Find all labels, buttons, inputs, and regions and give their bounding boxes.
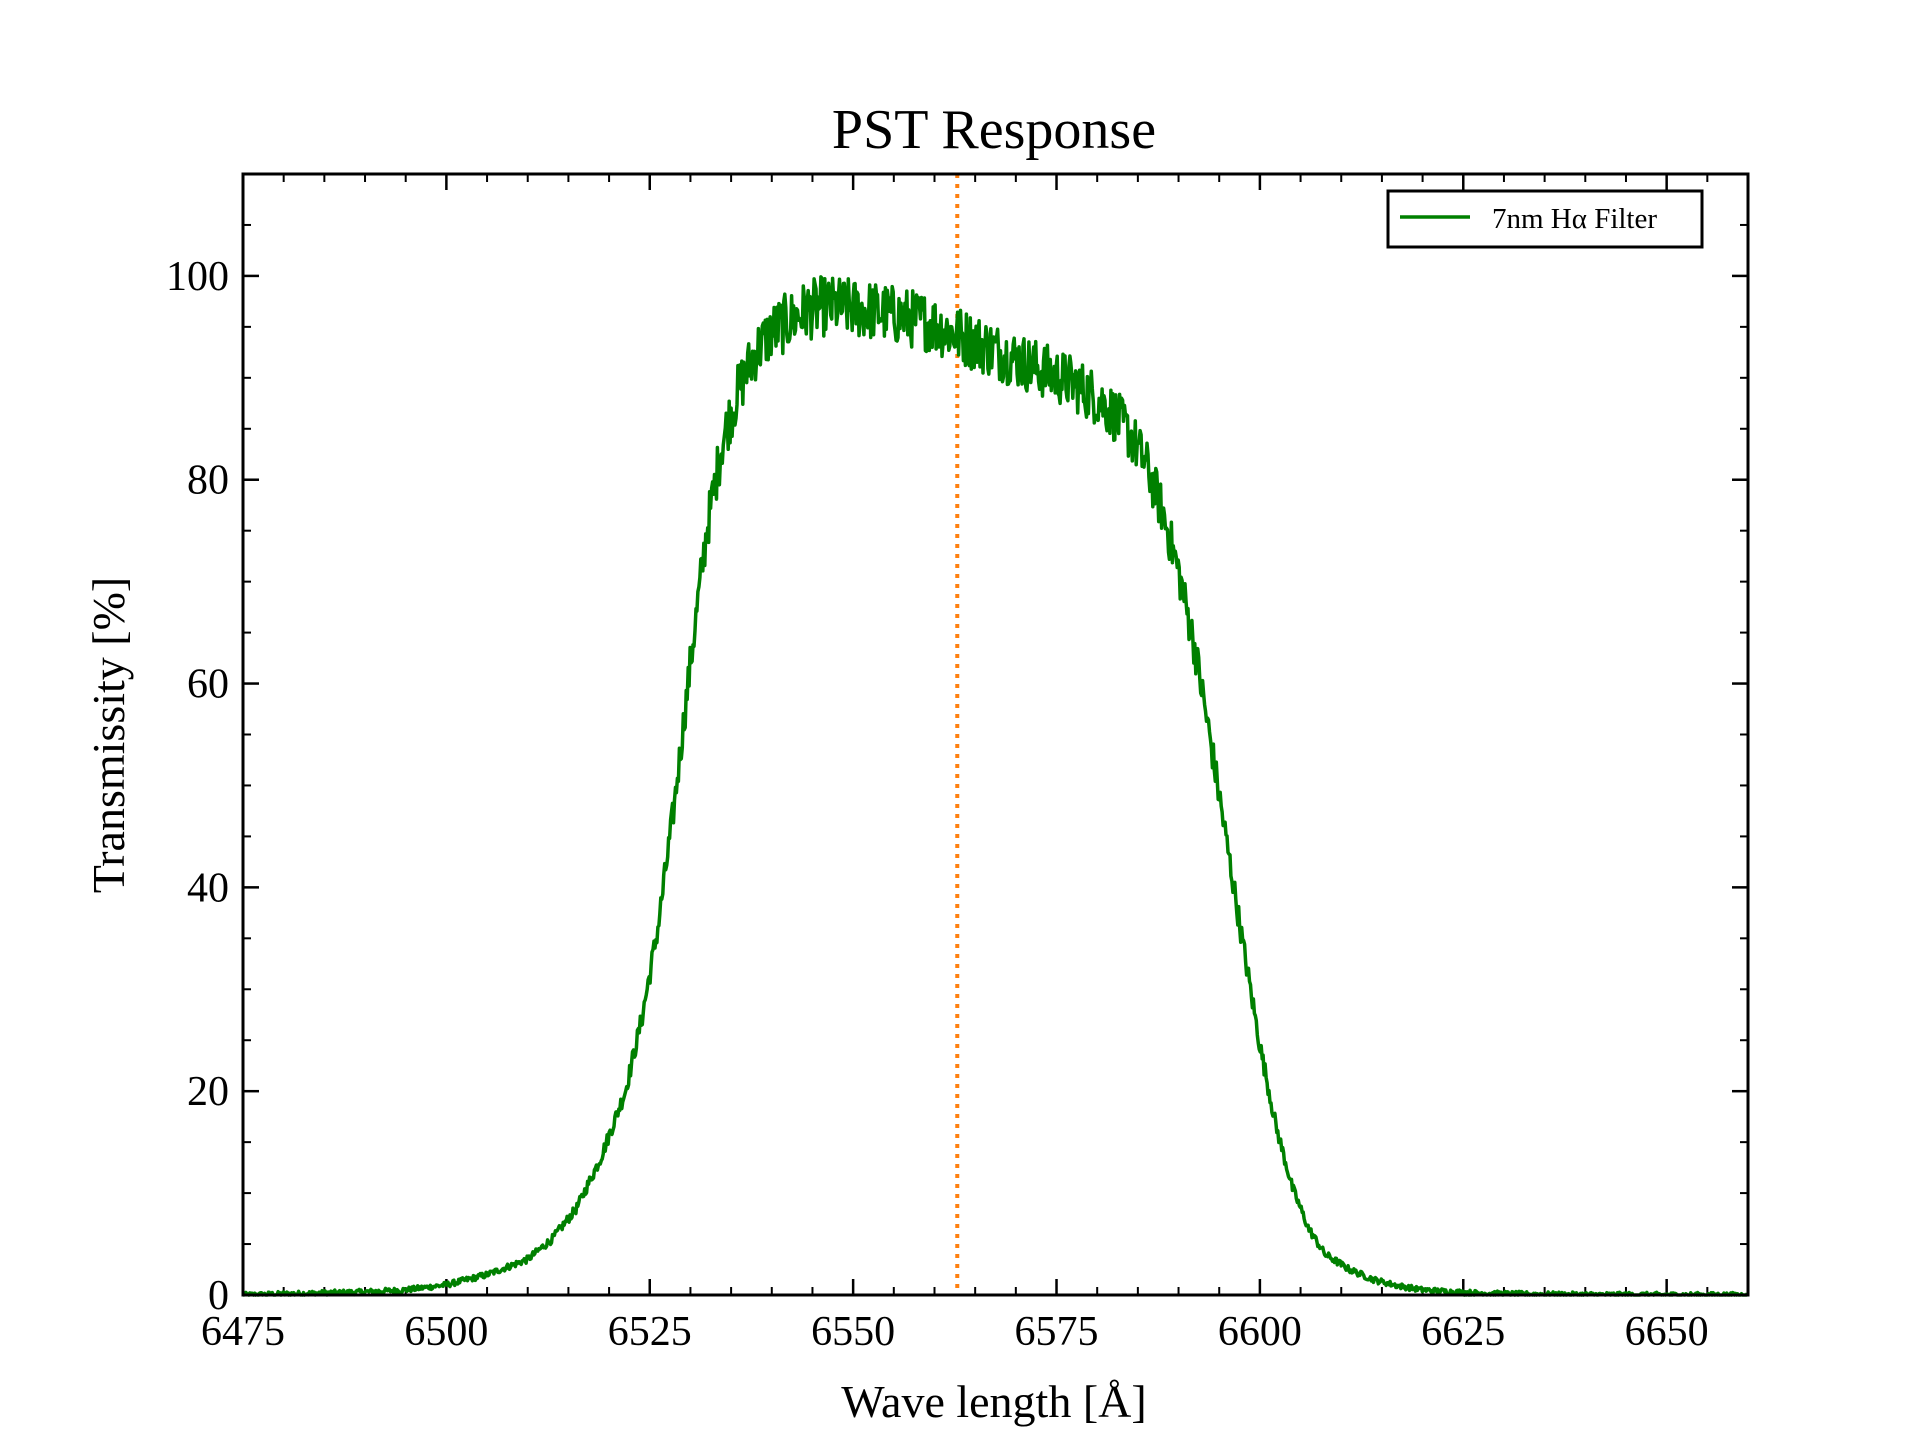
- x-tick-label: 6625: [1421, 1309, 1505, 1355]
- x-tick-label: 6575: [1015, 1309, 1099, 1355]
- series-line: [241, 275, 1749, 1297]
- x-tick-label: 6550: [811, 1309, 895, 1355]
- y-tick-label: 100: [166, 254, 229, 300]
- y-tick-label: 20: [187, 1069, 229, 1115]
- y-tick-label: 40: [187, 865, 229, 911]
- tick-labels: 6475 6500 6525 6550 6575 6600 6625 6650 0 20 40 60 8…: [166, 254, 1709, 1355]
- x-tick-label: 6500: [404, 1309, 488, 1355]
- y-tick-label: 60: [187, 662, 229, 708]
- x-tick-label: 6650: [1625, 1309, 1709, 1355]
- x-tick-label: 6600: [1218, 1309, 1302, 1355]
- chart-title: PST Response: [832, 99, 1156, 161]
- x-tick-label: 6525: [608, 1309, 692, 1355]
- plot-area-frame: [241, 172, 1750, 1297]
- x-axis-label: Wave length [Å]: [841, 1376, 1146, 1427]
- x-tick-label: 6475: [201, 1309, 285, 1355]
- legend-box: [1386, 189, 1704, 249]
- y-tick-label: 80: [187, 458, 229, 504]
- y-axis-label: Transmissity [%]: [83, 577, 134, 894]
- legend-label: 7nm Hα Filter: [1492, 203, 1657, 235]
- legend: 7nm Hα Filter: [1386, 189, 1704, 249]
- y-tick-label: 0: [208, 1273, 229, 1319]
